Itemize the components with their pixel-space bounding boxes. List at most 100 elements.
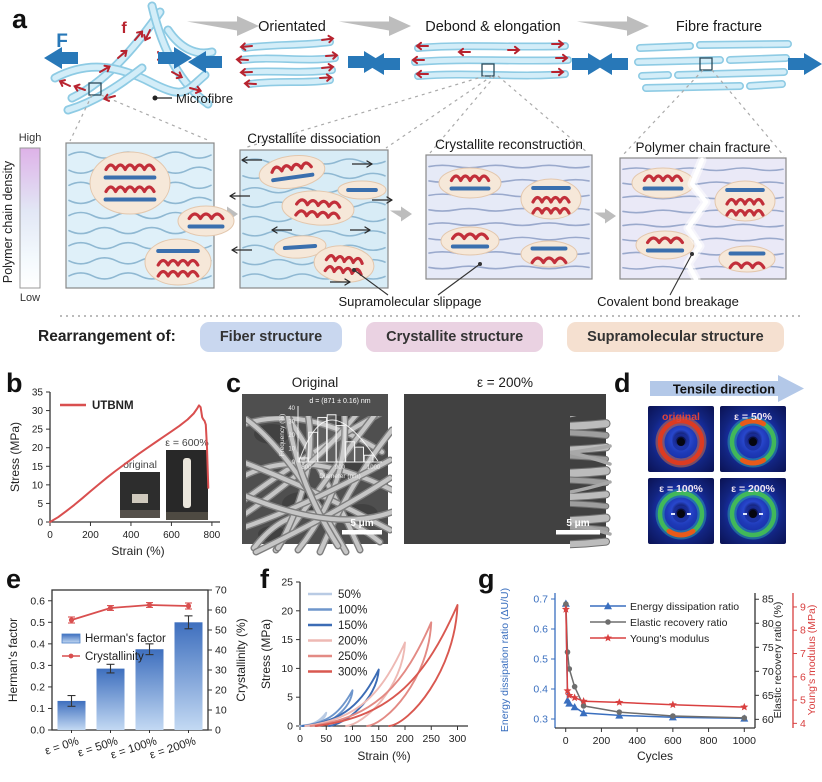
- hysteresis-loop: [314, 604, 459, 727]
- beamstop: [749, 438, 757, 446]
- pointer-line: [669, 253, 693, 296]
- x-tick-label: 200: [82, 530, 99, 541]
- crystallite-bar: [450, 244, 490, 249]
- crystallite-blob: [89, 151, 171, 215]
- crystallite-blob: [273, 235, 327, 259]
- plot-frame: [51, 589, 209, 731]
- slip-arrow-icon: [271, 226, 278, 234]
- crystallite-blob: [440, 226, 500, 256]
- blob-outline: [631, 167, 695, 199]
- marker-circle: [741, 715, 748, 721]
- panel-b-stress-strain-chart: 0 5 10 15 20 25 30 35 0 200 400 600 800 Strain (%) Str…: [8, 388, 221, 559]
- marker-circle: [563, 601, 569, 607]
- sem-artwork: 800 900 1000 0 10 20 30 40 d = (871 ± 0.16) nm Fr…: [242, 394, 612, 556]
- hist-bar: [298, 457, 309, 463]
- x-tick-label: 300: [449, 733, 467, 745]
- blob-outline: [144, 238, 212, 286]
- hist-x-tick: 1000: [367, 465, 381, 471]
- beamstop: [749, 510, 757, 518]
- sem-fiber: [570, 514, 610, 525]
- blob-outline: [635, 230, 695, 260]
- crystallite-blob: [635, 230, 695, 260]
- polymer-chain: [242, 230, 386, 237]
- crystallite-bar: [156, 249, 200, 253]
- blob-outline: [718, 245, 776, 273]
- panel-letter-g: g: [478, 564, 495, 594]
- legend-marker: [68, 653, 74, 659]
- force-F-label: F: [56, 31, 68, 52]
- supramolecular-coil: [449, 174, 491, 183]
- slip-arrow-icon: [366, 160, 373, 168]
- sem-fiber: [570, 467, 610, 478]
- covalent-crack: [685, 157, 709, 282]
- supramolecular-coil: [270, 161, 313, 174]
- fractured-fiber: [643, 81, 785, 91]
- scale-bar-label: 5 μm: [350, 518, 373, 529]
- supramolecular-coil: [295, 198, 342, 209]
- y-axis-label: Stress (MPa): [259, 619, 273, 689]
- y-tick-label: 5: [37, 499, 43, 510]
- sem-fiber: [570, 420, 610, 430]
- annotation-breakage: Covalent bond breakage: [597, 294, 739, 309]
- x-tick-label: 0: [47, 530, 53, 541]
- marker-triangle: [604, 602, 612, 610]
- stage-label-debond: Debond & elongation: [425, 19, 560, 35]
- right-axis-label: Young's modulus (MPa): [806, 605, 818, 716]
- y3-tick-label: 6: [800, 671, 806, 683]
- rearrangement-row: Rearrangement of: Fiber structure Crysta…: [38, 322, 784, 352]
- x-tick-label: 50: [320, 733, 332, 745]
- crystallite-bar: [531, 186, 571, 190]
- marker-star: [740, 702, 749, 711]
- legend-label: Crystallinity: [85, 651, 144, 663]
- zoom-guide-line: [385, 75, 493, 149]
- hist-bar: [363, 454, 374, 463]
- panel-letter-a: a: [12, 4, 28, 34]
- inset-photo-detail: [120, 510, 160, 518]
- y-tick-label: 15: [281, 634, 293, 646]
- x-tick-label: 400: [123, 530, 140, 541]
- legend-label: Young's modulus: [630, 633, 709, 645]
- zoom-guide-line: [100, 94, 211, 142]
- zoom-marker: [481, 63, 495, 77]
- crystallite-blob: [520, 240, 578, 268]
- sem-fiber: [570, 450, 612, 466]
- sem-fibers-strained: [570, 416, 612, 549]
- beamstop: [677, 510, 685, 518]
- hist-bar: [317, 416, 328, 463]
- sem-fiber: [570, 444, 612, 455]
- crystallite-bar: [642, 186, 684, 191]
- marker-circle: [566, 666, 573, 672]
- hysteresis-loop: [309, 621, 433, 727]
- slip-arrow-icon: [229, 192, 236, 200]
- legend-label: 200%: [338, 636, 367, 648]
- crystallite-blob: [144, 238, 212, 286]
- crystallite-bar: [449, 186, 491, 191]
- x-tick-label: 1000: [733, 735, 757, 747]
- zoom-guide-line: [621, 69, 704, 157]
- box-arrow-icon: [390, 206, 412, 222]
- category-label: ε = 0%: [44, 735, 81, 757]
- legend-swatch: [61, 633, 81, 644]
- sem-fiber: [570, 491, 609, 501]
- crystallite-bar: [728, 251, 766, 256]
- y-tick-label: 0.0: [30, 725, 45, 737]
- slip-arrow-icon: [386, 196, 393, 204]
- crystallinity-line: [70, 604, 190, 621]
- y2-tick-label: 60: [215, 605, 227, 617]
- panel-a-schematic: Orientated Debond & elongation Fibre fra…: [1, 1, 822, 317]
- y-tick-label: 15: [32, 462, 44, 473]
- supramolecular-coil: [531, 195, 571, 204]
- hist-bar: [354, 446, 365, 463]
- sem-fiber: [253, 475, 392, 555]
- sem-fiber: [295, 416, 347, 553]
- inset-specimen: [183, 458, 191, 508]
- fiber: [239, 55, 338, 63]
- force-f-label: f: [121, 20, 127, 37]
- y2-tick-label: 30: [215, 665, 227, 677]
- beamstop-halo: [672, 433, 690, 451]
- herman-bar: [96, 668, 125, 730]
- inset-specimen: [132, 494, 148, 503]
- scale-bar: [556, 530, 600, 535]
- scale-bar-label: 5 μm: [566, 518, 589, 529]
